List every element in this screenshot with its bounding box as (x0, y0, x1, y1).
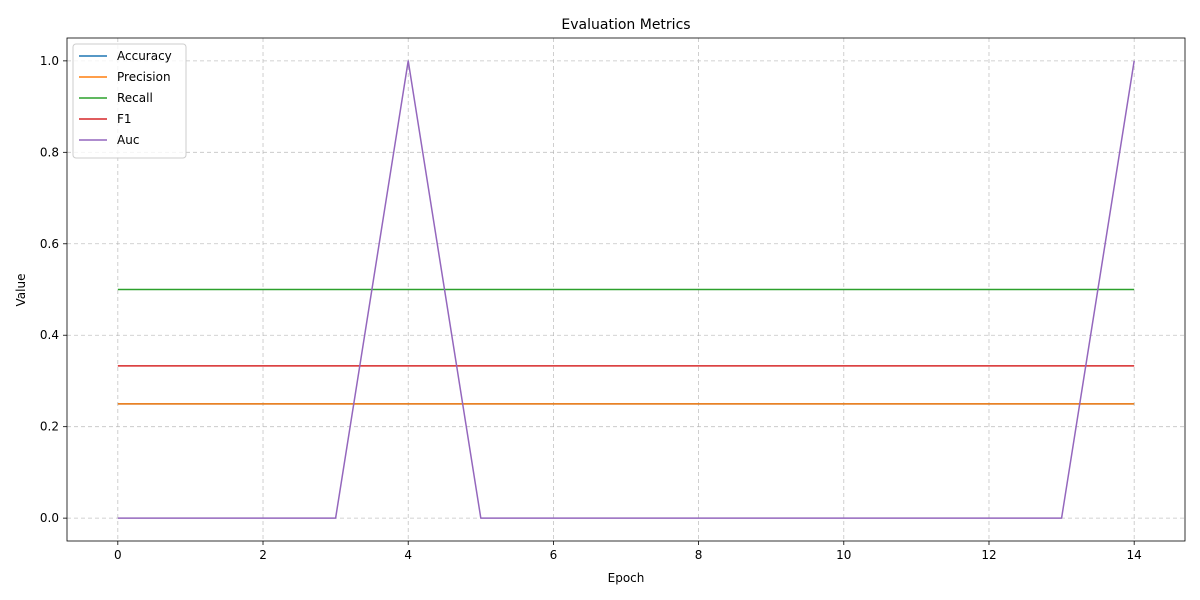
x-tick-label: 6 (550, 548, 558, 562)
x-tick-label: 2 (259, 548, 267, 562)
y-tick-label: 0.0 (40, 511, 59, 525)
x-tick-label: 8 (695, 548, 703, 562)
x-tick-label: 0 (114, 548, 122, 562)
y-tick-label: 0.6 (40, 237, 59, 251)
legend-box (72, 43, 187, 159)
y-axis-label: Value (14, 274, 28, 307)
x-tick-label: 4 (404, 548, 412, 562)
legend-label: Precision (117, 70, 171, 84)
legend: Accuracy Precision Recall F1 Auc (72, 43, 187, 159)
legend-label: F1 (117, 112, 132, 126)
legend-label: Accuracy (117, 49, 172, 63)
y-tick-label: 1.0 (40, 54, 59, 68)
x-axis-label: Epoch (608, 571, 645, 585)
x-tick-label: 10 (836, 548, 851, 562)
y-tick-label: 0.4 (40, 328, 59, 342)
y-tick-label: 0.8 (40, 145, 59, 159)
chart-title: Evaluation Metrics (561, 17, 690, 33)
series-line-auc (117, 60, 1135, 519)
legend-label: Recall (117, 91, 153, 105)
legend-label: Auc (117, 133, 139, 147)
plot-frame (66, 37, 1186, 542)
y-tick-label: 0.2 (40, 420, 59, 434)
tick-layer: 0 2 4 6 8 10 12 14 0.0 0.2 0.4 0.6 0.8 1.0 (40, 54, 1142, 562)
x-tick-label: 14 (1127, 548, 1142, 562)
x-tick-label: 12 (981, 548, 996, 562)
series-layer (117, 60, 1135, 519)
